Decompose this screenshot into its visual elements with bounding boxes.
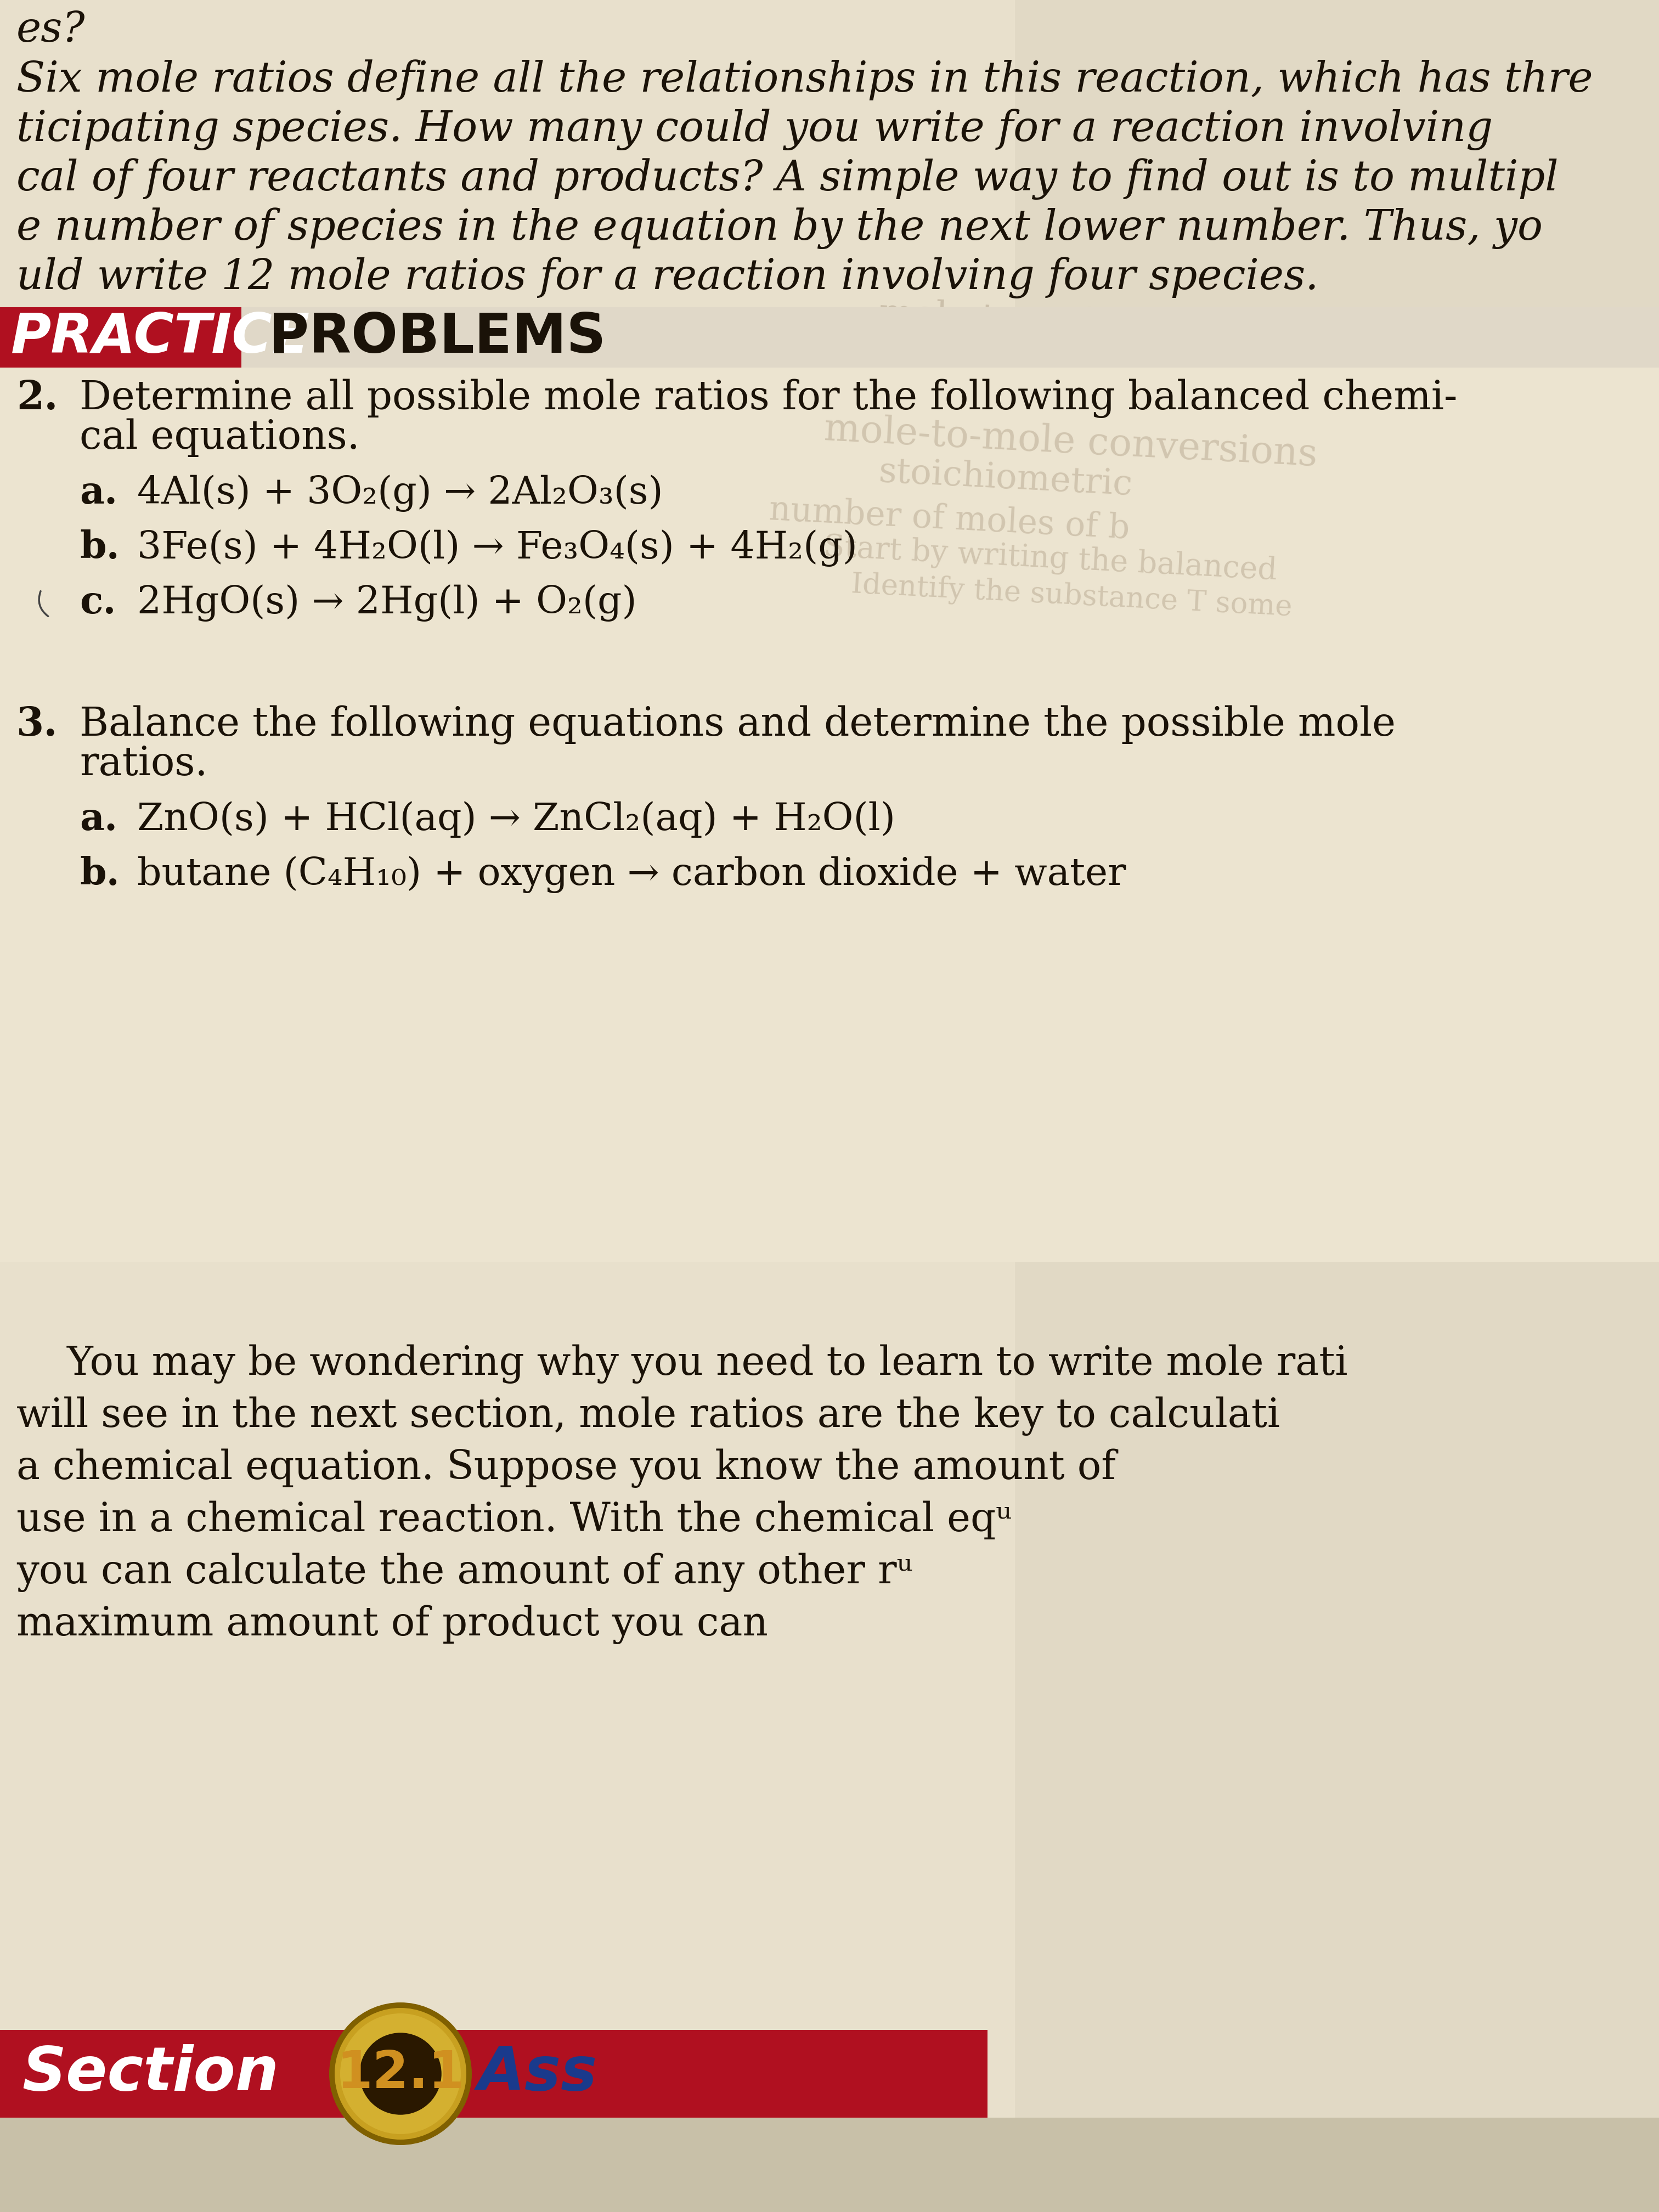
Text: PROBLEMS: PROBLEMS (249, 312, 606, 365)
Text: Balance the following equations and determine the possible mole: Balance the following equations and dete… (80, 706, 1395, 743)
Text: Section: Section (22, 2044, 279, 2104)
Text: stoichiometric: stoichiometric (932, 330, 1178, 374)
Text: a.: a. (80, 801, 118, 838)
Text: b.: b. (80, 856, 119, 894)
Text: e number of species in the equation by the next lower number. Thus, yo: e number of species in the equation by t… (17, 208, 1543, 250)
Text: Determine all possible mole ratios for the following balanced chemi-: Determine all possible mole ratios for t… (80, 378, 1457, 418)
Text: mole-to-mole conversions: mole-to-mole conversions (878, 296, 1352, 356)
Text: Six mole ratios define all the relationships in this reaction, which has thre: Six mole ratios define all the relations… (17, 60, 1593, 100)
Text: uld write 12 mole ratios for a reaction involving four species.: uld write 12 mole ratios for a reaction … (17, 257, 1319, 299)
Ellipse shape (335, 2008, 466, 2139)
Text: a.: a. (80, 476, 118, 511)
Text: you can calculate the amount of any other rᵘ: you can calculate the amount of any othe… (17, 1553, 912, 1593)
Text: cal equations.: cal equations. (80, 418, 360, 456)
Text: ZnO(s) + HCl(aq) → ZnCl₂(aq) + H₂O(l): ZnO(s) + HCl(aq) → ZnCl₂(aq) + H₂O(l) (138, 801, 896, 838)
Text: 2HgO(s) → 2Hg(l) + O₂(g): 2HgO(s) → 2Hg(l) + O₂(g) (138, 584, 637, 622)
Text: c.: c. (80, 584, 116, 622)
Ellipse shape (328, 2002, 471, 2146)
Text: 3Fe(s) + 4H₂O(l) → Fe₃O₄(s) + 4H₂(g): 3Fe(s) + 4H₂O(l) → Fe₃O₄(s) + 4H₂(g) (138, 529, 858, 566)
Ellipse shape (360, 2033, 441, 2115)
Text: ticipating species. How many could you write for a reaction involving: ticipating species. How many could you w… (17, 108, 1493, 150)
Text: maximum amount of product you can: maximum amount of product you can (17, 1604, 768, 1644)
Text: will see in the next section, mole ratios are the key to calculati: will see in the next section, mole ratio… (17, 1396, 1279, 1436)
Text: es?: es? (17, 9, 85, 51)
Text: cal of four reactants and products? A simple way to find out is to multipl: cal of four reactants and products? A si… (17, 157, 1558, 199)
Text: a chemical equation. Suppose you know the amount of: a chemical equation. Suppose you know th… (17, 1449, 1117, 1489)
Text: 2.: 2. (17, 378, 58, 418)
Text: number of moles of b: number of moles of b (823, 363, 1151, 409)
Bar (0, 2031, 987, 2117)
Text: You may be wondering why you need to learn to write mole rati: You may be wondering why you need to lea… (17, 1345, 1347, 1383)
Text: b.: b. (80, 529, 119, 566)
Text: Ass: Ass (478, 2044, 597, 2104)
Text: PRACTICE: PRACTICE (12, 312, 310, 365)
Polygon shape (1015, 0, 1659, 2212)
Text: 12.1: 12.1 (337, 2048, 465, 2099)
Text: butane (C₄H₁₀) + oxygen → carbon dioxide + water: butane (C₄H₁₀) + oxygen → carbon dioxide… (138, 856, 1126, 894)
Text: Start by writing the balanced: Start by writing the balanced (878, 396, 1311, 447)
Text: 4Al(s) + 3O₂(g) → 2Al₂O₃(s): 4Al(s) + 3O₂(g) → 2Al₂O₃(s) (138, 476, 664, 511)
Bar (0, 307, 1659, 367)
Bar (0, 367, 1659, 1261)
Text: mole-to-mole conversions: mole-to-mole conversions (823, 411, 1319, 473)
Text: Identify the substance T some: Identify the substance T some (851, 571, 1292, 622)
Bar (242, 307, 1659, 367)
Text: use in a chemical reaction. With the chemical eqᵘ: use in a chemical reaction. With the che… (17, 1500, 1012, 1540)
Text: number of moles of b: number of moles of b (768, 493, 1130, 546)
Text: ratios.: ratios. (80, 745, 207, 783)
Text: 3.: 3. (17, 706, 58, 743)
Text: stoichiometric: stoichiometric (878, 456, 1133, 502)
Ellipse shape (340, 2013, 461, 2135)
Bar (0, 2117, 1659, 2212)
Text: Start by writing the balanced: Start by writing the balanced (823, 533, 1277, 586)
Text: Identify the substance T some: Identify the substance T some (932, 427, 1352, 478)
